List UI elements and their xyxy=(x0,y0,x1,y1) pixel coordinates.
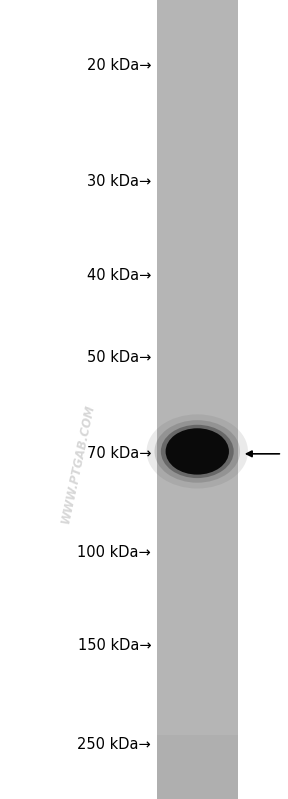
Text: 70 kDa→: 70 kDa→ xyxy=(87,447,151,461)
Text: 20 kDa→: 20 kDa→ xyxy=(87,58,151,73)
Bar xyxy=(157,0,238,799)
Text: 50 kDa→: 50 kDa→ xyxy=(87,350,151,364)
Ellipse shape xyxy=(161,425,234,478)
Text: 250 kDa→: 250 kDa→ xyxy=(77,737,151,752)
Bar xyxy=(157,735,238,799)
Text: 40 kDa→: 40 kDa→ xyxy=(87,268,151,283)
Text: 30 kDa→: 30 kDa→ xyxy=(87,174,151,189)
Text: 100 kDa→: 100 kDa→ xyxy=(77,546,151,560)
Ellipse shape xyxy=(155,420,240,483)
Text: WWW.PTGAB.COM: WWW.PTGAB.COM xyxy=(59,403,97,524)
Text: 150 kDa→: 150 kDa→ xyxy=(77,638,151,653)
Ellipse shape xyxy=(147,415,248,488)
Ellipse shape xyxy=(166,428,229,475)
